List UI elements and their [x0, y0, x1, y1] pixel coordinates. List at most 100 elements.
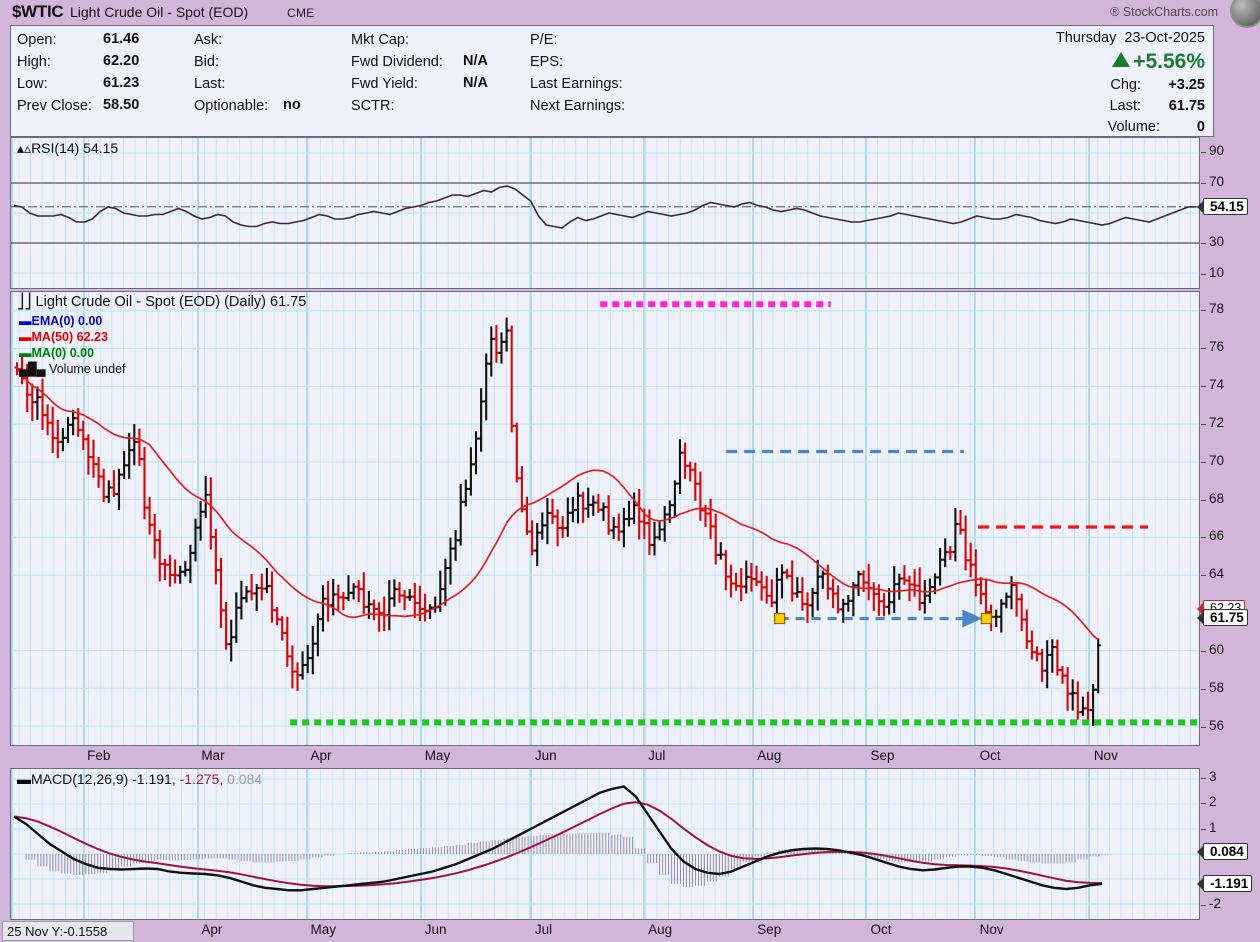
x-axis-month-label: Oct — [870, 922, 892, 937]
x-axis-month-label: Sep — [870, 748, 895, 763]
axis-tick-label: 74 — [1209, 376, 1225, 392]
indicator-volume-label: Volume undef — [49, 362, 126, 376]
price-bars-icon: ⎦⎦ — [17, 294, 36, 310]
axis-tick-label: 76 — [1209, 338, 1225, 354]
up-triangle-icon — [1112, 52, 1131, 67]
axis-tag-notch — [1197, 878, 1203, 891]
line-swatch-red-icon: ▬ — [19, 330, 32, 344]
axis-tick-label: -2 — [1209, 895, 1222, 911]
volume-bars-icon: ▄█▄ — [19, 362, 46, 376]
axis-tick — [1201, 461, 1206, 463]
low-value: 61.23 — [103, 75, 140, 91]
axis-tick-label: 3 — [1209, 769, 1217, 785]
high-value: 62.20 — [103, 53, 140, 69]
line-swatch-black-icon: ▬ — [17, 771, 31, 787]
x-axis-month-label: Nov — [1093, 748, 1118, 763]
x-axis-month-label: Jun — [534, 748, 557, 763]
cursor-readout-status-bar: 25 Nov Y:-0.1558 — [2, 921, 134, 941]
axis-tick-label: 58 — [1209, 680, 1225, 696]
axis-tick-label: 60 — [1209, 642, 1225, 658]
price-legend-label: Light Crude Oil - Spot (EOD) (Daily) 61.… — [35, 294, 307, 310]
axis-tick-label: 90 — [1209, 143, 1225, 159]
axis-tick-label: 70 — [1209, 452, 1225, 468]
quote-date: Thursday 23-Oct-2025 — [1056, 30, 1205, 46]
macd-indicator-panel[interactable]: ▬MACD(12,26,9) -1.191, -1.275, 0.084 — [10, 768, 1200, 920]
indicator-ma0[interactable]: ▬MA(0) 0.00 — [19, 346, 94, 360]
x-axis-month-label: Jul — [534, 922, 553, 937]
axis-tag-notch — [1197, 612, 1203, 625]
x-axis-month-label: Aug — [757, 748, 782, 763]
axis-tick — [1201, 385, 1206, 387]
volume-value: 0 — [1196, 119, 1205, 135]
last-trade-label: Last: — [194, 76, 226, 92]
last-value: 61.75 — [1168, 98, 1205, 114]
rsi-legend: ▴▵RSI(14) 54.15 — [17, 140, 118, 157]
chg-label: Chg: — [1110, 77, 1141, 93]
quote-date-value: 23-Oct-2025 — [1124, 30, 1205, 46]
axis-tick — [1201, 182, 1206, 184]
volume-label: Volume: — [1107, 119, 1160, 135]
indicator-volume[interactable]: ▄█▄ Volume undef — [19, 362, 126, 376]
axis-tick — [1201, 309, 1206, 311]
pe-label: P/E: — [530, 32, 558, 48]
axis-tick — [1201, 904, 1206, 906]
axis-tick — [1201, 347, 1206, 349]
indicator-ma0-label: MA(0) 0.00 — [31, 346, 95, 360]
axis-tag-notch — [1197, 846, 1203, 858]
rsi-plot — [11, 138, 1199, 288]
x-axis-month-label: Aug — [648, 922, 673, 937]
axis-tick — [1201, 499, 1206, 501]
fwd-dividend-value: N/A — [463, 53, 488, 69]
x-axis-month-label: Apr — [201, 922, 223, 937]
axis-tag-notch — [1197, 602, 1203, 615]
rsi-mountain-icon: ▴▵ — [17, 140, 32, 156]
x-axis-month-label: Apr — [310, 748, 332, 763]
open-label: Open: — [17, 32, 57, 48]
chg-value: +3.25 — [1168, 77, 1205, 93]
optionable-label: Optionable: — [194, 98, 269, 114]
axis-tick-label: 1 — [1209, 819, 1217, 835]
axis-tick-label: 56 — [1209, 718, 1225, 734]
indicator-ema0[interactable]: ▬EMA(0) 0.00 — [19, 314, 102, 328]
macd-legend-signal: -1.275, — [175, 771, 224, 787]
symbol-description: Light Crude Oil - Spot (EOD) — [70, 4, 249, 20]
last-earnings-label: Last Earnings: — [530, 76, 623, 92]
last-label: Last: — [1109, 98, 1141, 114]
macd-value-tag: -1.191 — [1203, 875, 1253, 893]
axis-tick-label: 70 — [1209, 173, 1225, 189]
axis-tick-label: 2 — [1209, 794, 1217, 810]
percent-change-value: +5.56% — [1133, 50, 1205, 73]
axis-tick-label: 30 — [1209, 234, 1225, 250]
x-axis-month-label: Jun — [424, 922, 447, 937]
axis-tick — [1201, 778, 1206, 780]
x-axis-month-label: Nov — [979, 922, 1004, 937]
axis-tick — [1201, 152, 1206, 154]
x-axis-month-label: Mar — [201, 748, 225, 763]
rsi-legend-label: RSI(14) 54.15 — [31, 140, 119, 156]
bid-label: Bid: — [194, 54, 219, 70]
optionable-value: no — [283, 97, 301, 113]
axis-tick — [1201, 828, 1206, 830]
macd-plot — [11, 769, 1199, 919]
open-value: 61.46 — [103, 31, 140, 47]
indicator-ma50[interactable]: ▬MA(50) 62.23 — [19, 330, 108, 344]
circle-badge-icon[interactable] — [1230, 0, 1260, 28]
macd-legend: ▬MACD(12,26,9) -1.191, -1.275, 0.084 — [17, 771, 262, 787]
axis-tick — [1201, 423, 1206, 425]
rsi-indicator-panel[interactable]: ▴▵RSI(14) 54.15 — [10, 137, 1200, 289]
fwd-yield-label: Fwd Yield: — [351, 76, 418, 92]
line-swatch-green-icon: ▬ — [19, 346, 32, 360]
axis-tick-label: 64 — [1209, 566, 1225, 582]
x-axis-month-label: Jul — [648, 748, 666, 763]
price-plot — [11, 292, 1199, 745]
x-axis-month-label: Feb — [87, 748, 111, 763]
x-axis-month-label: Oct — [979, 748, 1001, 763]
line-swatch-blue-icon: ▬ — [19, 314, 32, 328]
prev-close-label: Prev Close: — [17, 98, 92, 114]
price-chart-panel[interactable]: ⎦⎦ Light Crude Oil - Spot (EOD) (Daily) … — [10, 291, 1200, 746]
axis-tick-label: 66 — [1209, 528, 1225, 544]
symbol-ticker: $WTIC — [12, 2, 64, 21]
eps-label: EPS: — [530, 54, 564, 70]
low-label: Low: — [17, 76, 48, 92]
